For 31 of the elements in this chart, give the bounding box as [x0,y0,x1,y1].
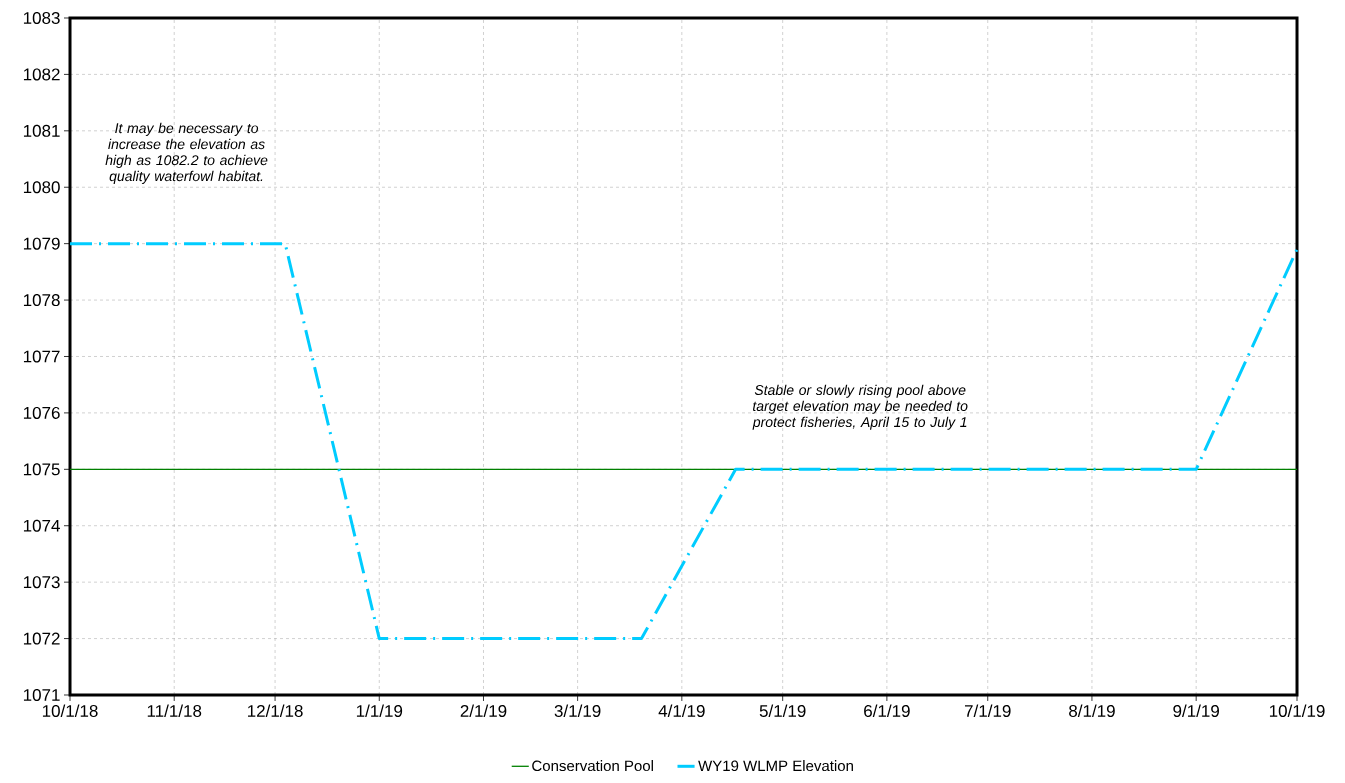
y-tick-label: 1071 [23,688,60,702]
y-tick-label: 1078 [23,294,60,307]
x-tick-label: 10/1/18 [42,704,98,718]
legend-label: Conservation Pool [532,760,653,772]
line-series [68,242,1299,641]
y-tick-label: 1083 [23,11,60,25]
x-tick-label: 11/1/18 [147,704,202,718]
x-tick-label: 2/1/19 [460,704,507,718]
x-tick-label: 1/1/19 [356,704,403,718]
x-tick-label: 10/1/19 [1269,704,1325,718]
y-tick-label: 1072 [23,632,60,645]
y-tick-label: 1080 [23,181,60,194]
annotation: Stable or slowly rising pool above target elevation may be needed to protect fisheries, April 15 to July 1 [752,384,968,430]
y-tick-label: 1074 [23,519,60,532]
annotation: It may be necessary to increase the elevation as high as 1082.2 to achieve quality waterfowl habitat. [105,122,268,184]
x-tick-label: 12/1/18 [248,704,303,718]
y-tick-label: 1082 [23,68,60,81]
x-tick-label: 4/1/19 [658,704,705,718]
x-tick-label: 6/1/19 [864,704,910,718]
y-tick-label: 1075 [23,463,60,476]
x-tick-label: 8/1/19 [1069,704,1115,718]
y-tick-label: 1073 [23,576,60,589]
y-tick-label: 1079 [23,237,60,250]
y-tick-label: 1076 [23,406,60,419]
y-tick-label: 1081 [23,124,60,137]
x-tick-label: 7/1/19 [964,704,1011,718]
legend-label: WY19 WLMP Elevation [698,760,853,772]
x-tick-label: 9/1/19 [1173,704,1219,718]
x-tick-label: 3/1/19 [554,704,601,718]
x-tick-label: 5/1/19 [759,704,806,718]
y-tick-label: 1077 [23,350,60,363]
